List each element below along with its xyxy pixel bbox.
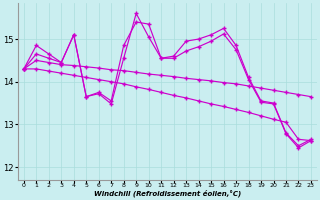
X-axis label: Windchill (Refroidissement éolien,°C): Windchill (Refroidissement éolien,°C) bbox=[94, 190, 241, 197]
